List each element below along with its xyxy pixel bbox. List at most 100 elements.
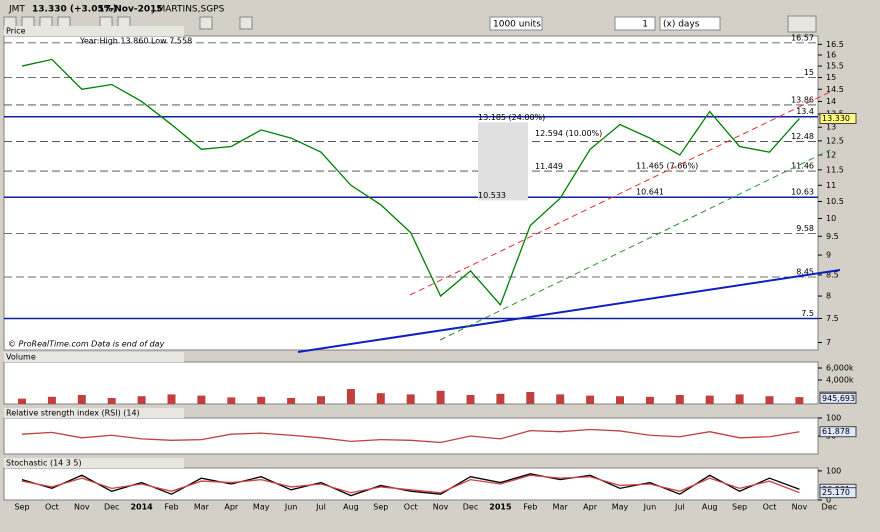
volume-bar: [257, 396, 266, 404]
x-tick-label: Aug: [702, 503, 718, 512]
tool-button[interactable]: [239, 16, 253, 30]
units: 1000 units: [493, 20, 541, 30]
y-tick-label: 14: [826, 97, 836, 106]
level-label: 9.58: [796, 224, 814, 233]
volume-bar: [526, 392, 535, 404]
y-tick-label: 15: [826, 73, 836, 82]
last-value-label: 25.170: [822, 488, 850, 497]
x-tick-label: 2015: [489, 503, 512, 512]
series-line: [21, 428, 800, 444]
panel-header: [4, 408, 184, 418]
annotation: 11.449: [535, 162, 563, 171]
copyright: © ProRealTime.com Data is end of day: [8, 340, 165, 349]
volume-bar: [705, 395, 714, 404]
y-tick-label: 100: [826, 414, 841, 423]
x-tick-label: Sep: [373, 503, 388, 512]
volume-bar: [556, 394, 565, 404]
volume-bar: [496, 393, 505, 404]
panel: [3, 35, 819, 351]
y-tick-label: 12.5: [826, 136, 844, 145]
last-value-box: [819, 113, 857, 125]
x-tick-label: May: [253, 503, 270, 512]
y-tick-label: 13: [826, 123, 836, 132]
volume-bar: [376, 393, 385, 404]
level-label: 10.63: [791, 188, 814, 197]
y-tick-label: 100: [826, 466, 841, 475]
series-line: [21, 474, 800, 494]
y-tick-label: 6,000k: [826, 364, 854, 373]
panel-header: [4, 352, 184, 362]
level-label: 15: [804, 68, 814, 77]
volume-bar: [287, 398, 296, 404]
period-count: 1: [642, 20, 648, 30]
y-tick-label: 9: [826, 251, 831, 260]
period-box[interactable]: [614, 16, 656, 31]
y-tick-label: 10.5: [826, 197, 844, 206]
volume-bar: [167, 394, 176, 404]
x-tick-label: Dec: [822, 503, 837, 512]
x-tick-label: Mar: [553, 503, 569, 512]
x-tick-label: Mar: [194, 503, 210, 512]
y-tick-label: 4,000k: [826, 376, 854, 385]
y-tick-label: 8.5: [826, 270, 839, 279]
date: 17-Nov-2015: [98, 5, 163, 15]
annotation: 12.594 (10.00%): [535, 129, 602, 138]
last-value-box: [819, 487, 857, 499]
x-tick-label: Sep: [732, 503, 747, 512]
last-value-box: [819, 426, 857, 438]
level-label: 13.4: [796, 107, 814, 116]
x-tick-label: Dec: [463, 503, 478, 512]
panel-subtitle: Year:High 13.860 Low 7.558: [79, 37, 192, 46]
x-tick-label: Nov: [74, 503, 90, 512]
volume-bar: [77, 395, 86, 404]
instrument: J.MARTINS,SGPS: [151, 5, 225, 15]
panel-title: Stochastic (14 3 5): [6, 459, 82, 468]
volume-bar: [47, 396, 56, 404]
panel-title: Price: [6, 27, 26, 36]
series-line: [21, 58, 800, 307]
volume-bar: [675, 395, 684, 404]
x-tick-label: May: [612, 503, 629, 512]
x-tick-label: Nov: [433, 503, 449, 512]
last-value-label: 61.878: [822, 427, 850, 436]
volume-bar: [346, 389, 355, 404]
period-unit-box[interactable]: [659, 16, 721, 31]
symbol: JMT: [8, 5, 25, 15]
volume-bar: [616, 396, 624, 404]
annotation: 10.641: [636, 187, 664, 196]
y-tick-label: 7.5: [826, 314, 839, 323]
y-tick-label: 11.5: [826, 165, 844, 174]
volume-bar: [586, 395, 595, 404]
tool-button[interactable]: [199, 16, 213, 30]
x-tick-label: Feb: [523, 503, 537, 512]
panel: [3, 417, 819, 455]
last-value-box: [819, 392, 857, 404]
y-tick-label: 12: [826, 151, 836, 160]
chart-type-button[interactable]: [787, 15, 817, 33]
x-tick-label: Oct: [404, 503, 418, 512]
last-value-label: 945,693: [822, 394, 855, 403]
level-label: 7.5: [801, 309, 814, 318]
quote: 13.330 (+3.05%): [32, 5, 117, 15]
volume-bar: [466, 395, 475, 404]
y-tick-label: 0: [826, 496, 831, 505]
x-tick-label: Aug: [343, 503, 359, 512]
volume-bar: [406, 394, 415, 404]
level-label: 16.57: [791, 33, 814, 42]
x-tick-label: Sep: [14, 503, 29, 512]
x-tick-label: Jul: [674, 503, 685, 512]
y-tick-label: 10: [826, 214, 836, 223]
volume-bar: [436, 390, 445, 404]
last-value-label: 13.330: [822, 114, 850, 123]
y-tick-label: 14.5: [826, 85, 844, 94]
volume-bar: [645, 396, 654, 404]
volume-bar: [735, 394, 744, 404]
units-box[interactable]: [489, 16, 543, 31]
annotation: 11.465 (7.66%): [636, 161, 698, 170]
volume-bar: [765, 396, 774, 404]
period-unit: (x) days: [663, 20, 700, 30]
annotation: 10.533: [478, 191, 506, 200]
y-tick-label: 15.5: [826, 62, 844, 71]
volume-bar: [107, 398, 116, 404]
